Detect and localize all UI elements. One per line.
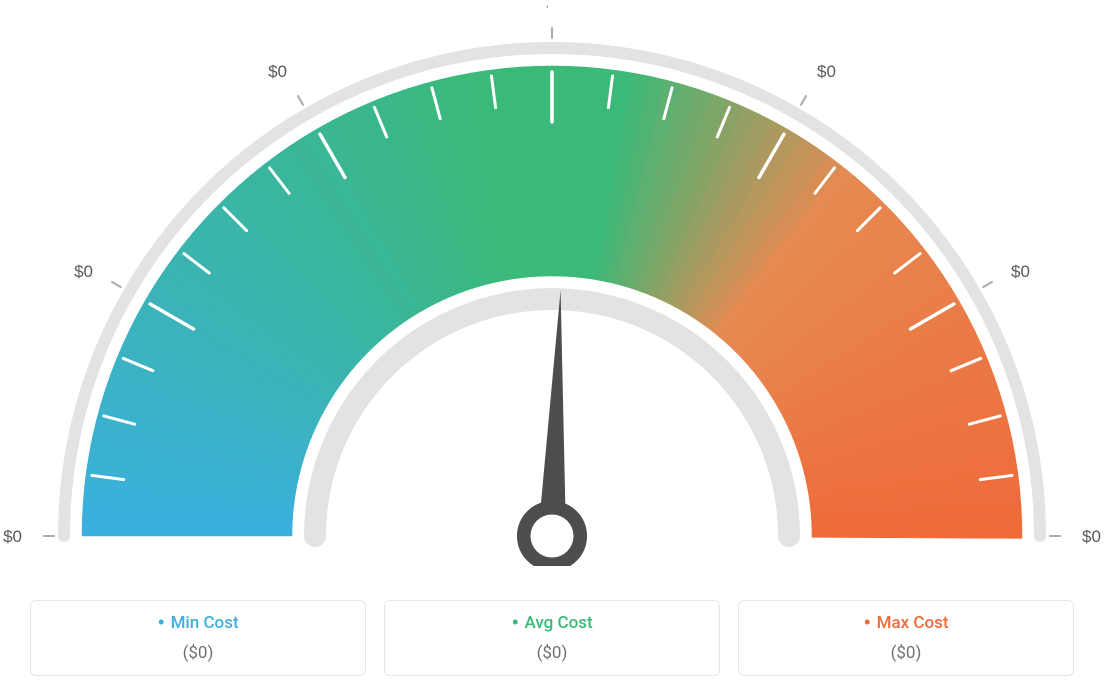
- gauge-chart: $0 $0 $0 $0 $0 $0 $0: [0, 6, 1104, 570]
- svg-text:$0: $0: [543, 6, 562, 10]
- legend-max-label: Max Cost: [747, 613, 1065, 633]
- legend-row: Min Cost ($0) Avg Cost ($0) Max Cost ($0…: [30, 600, 1074, 676]
- svg-text:$0: $0: [1082, 527, 1101, 546]
- legend-avg-label: Avg Cost: [393, 613, 711, 633]
- legend-avg-value: ($0): [393, 643, 711, 663]
- legend-min-label: Min Cost: [39, 613, 357, 633]
- legend-card-max: Max Cost ($0): [738, 600, 1074, 676]
- svg-text:$0: $0: [3, 527, 22, 546]
- svg-text:$0: $0: [1011, 262, 1030, 281]
- legend-max-value: ($0): [747, 643, 1065, 663]
- legend-card-min: Min Cost ($0): [30, 600, 366, 676]
- svg-text:$0: $0: [74, 262, 93, 281]
- svg-text:$0: $0: [268, 62, 287, 81]
- svg-text:$0: $0: [817, 62, 836, 81]
- legend-card-avg: Avg Cost ($0): [384, 600, 720, 676]
- legend-min-value: ($0): [39, 643, 357, 663]
